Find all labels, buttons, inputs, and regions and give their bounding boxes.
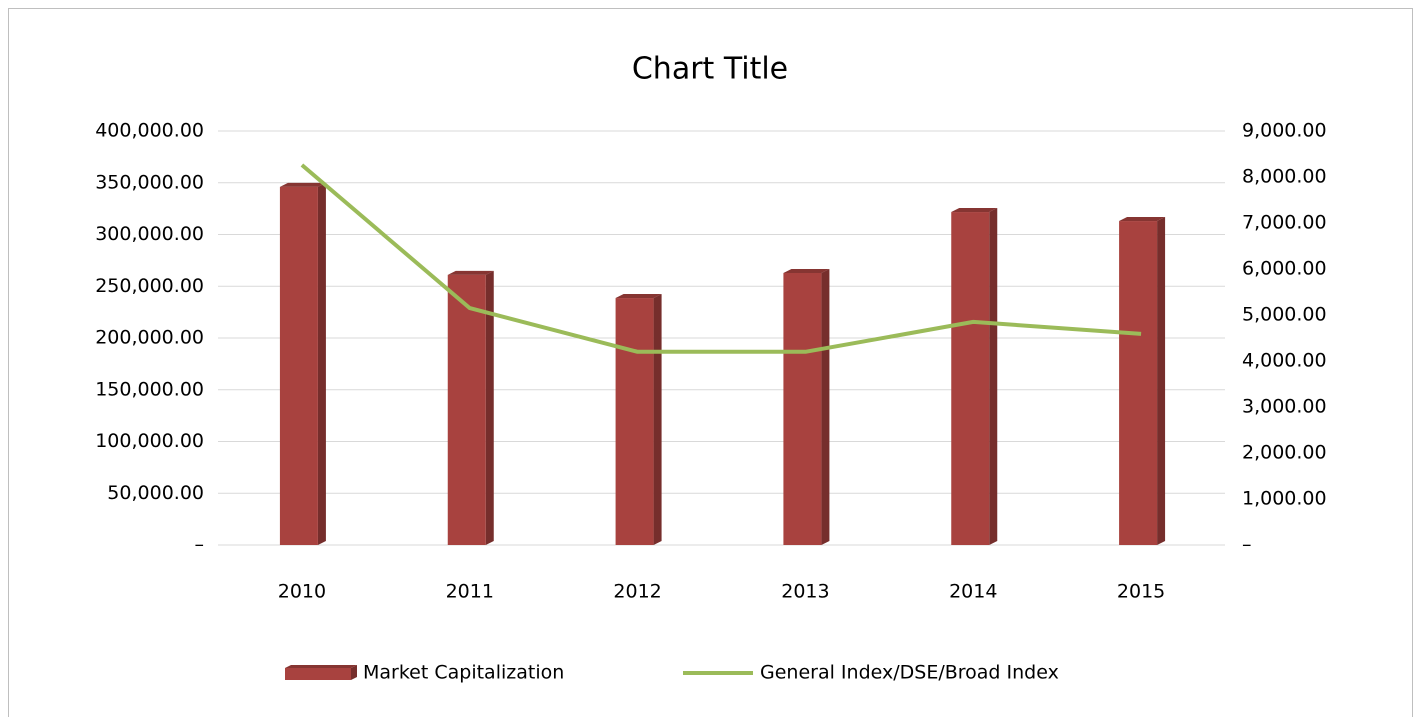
- bar-front: [447, 274, 486, 545]
- y2-tick-label: 5,000.00: [1242, 304, 1327, 326]
- y2-tick-label: 7,000.00: [1242, 212, 1327, 234]
- bar-top: [1119, 217, 1166, 222]
- bar-top: [285, 665, 357, 668]
- bar-front: [279, 186, 318, 545]
- y2-tick-label: 4,000.00: [1242, 350, 1327, 372]
- chart-title: Chart Title: [632, 52, 788, 87]
- bar: [615, 294, 662, 545]
- bar-side: [989, 208, 998, 545]
- bar-top: [615, 294, 662, 299]
- bar-front: [615, 298, 654, 545]
- bar: [279, 182, 326, 545]
- y-tick-label: 400,000.00: [95, 120, 204, 142]
- bar: [783, 269, 830, 545]
- legend-swatch: [285, 665, 357, 680]
- bar-top: [447, 270, 494, 275]
- x-tick-label: 2011: [446, 581, 494, 603]
- y2-tick-label: 8,000.00: [1242, 166, 1327, 188]
- legend-label: Market Capitalization: [363, 662, 564, 684]
- bar-side: [821, 269, 830, 545]
- bar: [447, 270, 494, 545]
- bar: [1119, 217, 1166, 546]
- y2-tick-label: 9,000.00: [1242, 120, 1327, 142]
- y-tick-label: 200,000.00: [95, 327, 204, 349]
- legend-label: General Index/DSE/Broad Index: [760, 662, 1059, 684]
- bar-front: [951, 212, 990, 545]
- bar-side: [485, 270, 494, 545]
- y-tick-label: 300,000.00: [95, 223, 204, 245]
- y-tick-label: 50,000.00: [107, 482, 204, 504]
- bar-side: [317, 182, 326, 545]
- bar-top: [783, 269, 830, 274]
- bar-front: [783, 273, 822, 545]
- line: [300, 163, 1142, 354]
- y2-tick-label: 1,000.00: [1242, 488, 1327, 510]
- bar-front: [285, 668, 351, 680]
- x-tick-label: 2014: [949, 581, 997, 603]
- y-tick-label: 350,000.00: [95, 171, 204, 193]
- bar-side: [351, 665, 357, 680]
- x-tick-label: 2013: [781, 581, 829, 603]
- y-tick-label: –: [195, 534, 205, 556]
- x-tick-label: 2010: [278, 581, 326, 603]
- chart-border: [8, 8, 1413, 717]
- bar-side: [1157, 217, 1166, 546]
- bar-side: [653, 294, 662, 545]
- y2-tick-label: 3,000.00: [1242, 396, 1327, 418]
- x-tick-label: 2012: [613, 581, 661, 603]
- bar-front: [1119, 221, 1158, 546]
- y-tick-label: 150,000.00: [95, 378, 204, 400]
- bar: [951, 208, 998, 545]
- bar-top: [951, 208, 998, 213]
- y-tick-label: 100,000.00: [95, 430, 204, 452]
- bar-top: [279, 182, 326, 187]
- y2-tick-label: 2,000.00: [1242, 442, 1327, 464]
- x-tick-label: 2015: [1117, 581, 1165, 603]
- y2-tick-label: –: [1242, 534, 1252, 556]
- y2-tick-label: 6,000.00: [1242, 258, 1327, 280]
- y-tick-label: 250,000.00: [95, 275, 204, 297]
